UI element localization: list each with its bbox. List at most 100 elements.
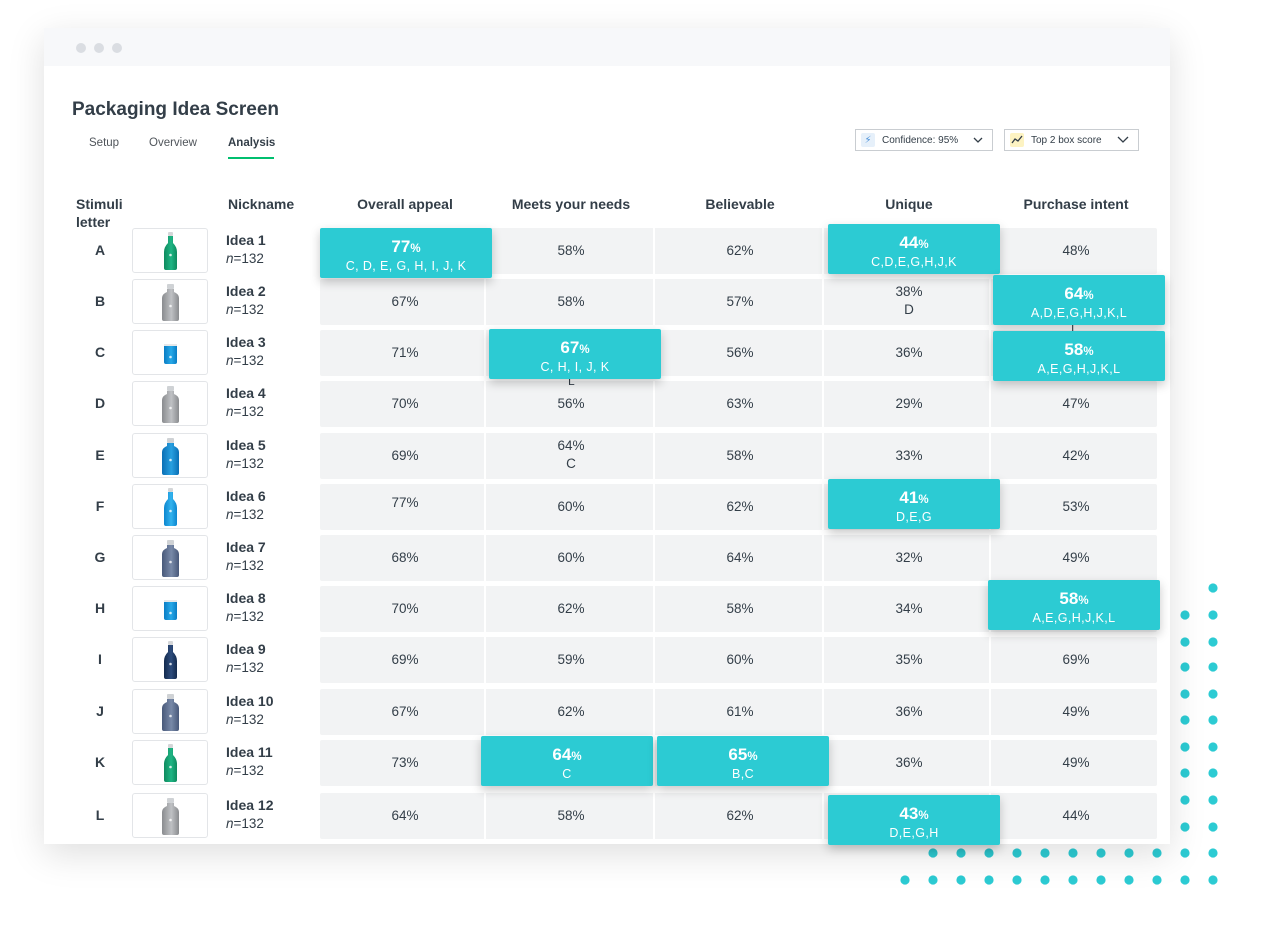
metric-dropdown[interactable]: Top 2 box score [1004,129,1139,151]
cell-purchase-intent: 69% [1062,652,1090,667]
percent-sign: % [410,243,421,255]
column-divider [653,586,655,632]
cell-overall-appeal: 68% [391,550,419,565]
stimuli-letter: A [94,242,106,258]
cell-meets-your-needs: 60% [557,499,585,514]
stimulus-thumbnail[interactable] [132,330,208,375]
significant-cell-meets-your-needs[interactable]: 67% C, H, I, J, K [489,329,661,379]
column-divider [822,586,824,632]
significant-cell-purchase-intent[interactable]: 58% A,E,G,H,J,K,L [988,580,1160,630]
stimulus-thumbnail[interactable] [132,535,208,580]
stimulus-thumbnail[interactable] [132,793,208,838]
cell-value: 41% [828,488,1000,510]
cell-value: 58% [988,589,1160,611]
significant-cell-overall-appeal[interactable]: 77% C, D, E, G, H, I, J, K [320,228,492,278]
significance-letters: D [904,302,914,317]
window-dot-1 [76,43,86,53]
cell-believable: 62% [726,499,754,514]
decorative-dot [984,875,994,885]
significant-cell-purchase-intent[interactable]: 58% A,E,G,H,J,K,L [993,331,1165,381]
stray-letter: L [568,374,575,388]
cell-overall-appeal: 69% [391,652,419,667]
column-divider [484,330,486,376]
idea-nickname: Idea 7 [226,539,266,555]
tab-setup[interactable]: Setup [89,137,120,149]
sample-size-symbol: n [226,456,234,471]
cell-value: 64% [993,284,1165,306]
decorative-dot [1208,583,1218,593]
stimuli-letter: G [94,549,106,565]
cell-believable: 62% [726,243,754,258]
column-divider [484,381,486,427]
stimulus-thumbnail[interactable] [132,381,208,426]
page-title: Packaging Idea Screen [72,99,279,120]
column-divider [484,793,486,839]
decorative-dot [1208,875,1218,885]
sample-size-value: =132 [233,251,264,266]
stimulus-thumbnail[interactable] [132,689,208,734]
cell-believable: 58% [726,448,754,463]
stimulus-thumbnail[interactable] [132,637,208,682]
column-divider [484,279,486,325]
significant-cell-believable[interactable]: 65% B,C [657,736,829,786]
tab-analysis[interactable]: Analysis [228,137,276,149]
lightning-icon: ⚡ [861,133,875,147]
cell-meets-your-needs: 64% C [486,437,656,473]
significant-cell-meets-your-needs[interactable]: 64% C [481,736,653,786]
metric-dropdown-label: Top 2 box score [1031,134,1102,146]
cell-value-number: 44 [899,233,919,252]
sample-size: n=132 [226,403,264,420]
significant-cell-unique[interactable]: 43% D,E,G,H [828,795,1000,845]
idea-nickname: Idea 3 [226,334,266,350]
idea-nickname: Idea 6 [226,488,266,504]
stimulus-thumbnail[interactable] [132,433,208,478]
decorative-dot [1180,689,1190,699]
significance-letters: B,C [731,767,755,781]
cell-value-number: 65 [728,745,748,764]
stimulus-thumbnail[interactable] [132,740,208,785]
decorative-dot [1124,848,1134,858]
cell-overall-appeal: 69% [391,448,419,463]
column-divider [989,433,991,479]
decorative-dot [1180,662,1190,672]
sample-size-value: =132 [233,456,264,471]
stimulus-thumbnail[interactable] [132,228,208,273]
sample-size-symbol: n [226,816,234,831]
sample-size-value: =132 [233,816,264,831]
column-divider [822,535,824,581]
column-divider [484,689,486,735]
header-nickname: Nickname [228,196,295,212]
idea-nickname: Idea 5 [226,437,266,453]
decorative-dot [1152,875,1162,885]
sample-size-symbol: n [226,763,234,778]
significant-cell-unique[interactable]: 44% C,D,E,G,H,J,K [828,224,1000,274]
confidence-dropdown[interactable]: ⚡ Confidence: 95% [855,129,993,151]
sample-size-value: =132 [233,507,264,522]
column-divider [653,535,655,581]
sample-size-symbol: n [226,404,234,419]
significant-cell-purchase-intent[interactable]: 64% A,D,E,G,H,J,K,L [993,275,1165,325]
column-divider [989,330,991,376]
header-overall-appeal: Overall appeal [357,196,453,212]
column-divider [822,330,824,376]
column-divider [822,433,824,479]
cell-believable: 60% [726,652,754,667]
stimulus-thumbnail[interactable] [132,586,208,631]
sample-size: n=132 [226,608,264,625]
stimuli-letter: F [95,498,105,514]
cell-believable: 56% [726,345,754,360]
column-divider [484,484,486,530]
tab-overview[interactable]: Overview [149,137,197,149]
significant-cell-unique[interactable]: 41% D,E,G [828,479,1000,529]
decorative-dot [1040,875,1050,885]
cell-value: 77% [320,237,492,259]
stimulus-thumbnail[interactable] [132,484,208,529]
decorative-dot [1124,875,1134,885]
percent-sign: % [571,751,582,763]
stimulus-thumbnail[interactable] [132,279,208,324]
column-divider [653,433,655,479]
sample-size: n=132 [226,352,264,369]
cell-value-number: 58 [1059,589,1079,608]
cell-value-number: 41 [899,488,919,507]
